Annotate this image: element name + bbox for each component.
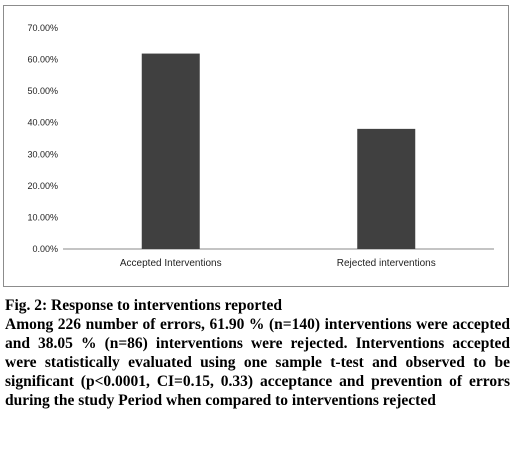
y-tick-label: 40.00%: [27, 118, 58, 128]
y-tick-label: 30.00%: [27, 149, 58, 159]
caption-title: Fig. 2: Response to interventions report…: [5, 297, 282, 314]
y-tick-label: 60.00%: [27, 55, 58, 65]
y-tick-label: 10.00%: [27, 212, 58, 222]
bar-chart: 0.00% 10.00% 20.00% 30.00% 40.00% 50.00% 60.00…: [27, 23, 494, 269]
figure-caption: Fig. 2: Response to interventions report…: [5, 296, 510, 410]
y-tick-label: 20.00%: [27, 181, 58, 191]
y-tick-label: 50.00%: [27, 86, 58, 96]
x-category-label: Rejected interventions: [337, 258, 436, 269]
x-category-label: Accepted Interventions: [120, 258, 222, 269]
bar: [357, 128, 416, 249]
chart-frame: 0.00% 10.00% 20.00% 30.00% 40.00% 50.00% 60.00…: [3, 5, 509, 287]
bar: [141, 53, 200, 249]
y-tick-label: 0.00%: [32, 244, 58, 254]
caption-body: Among 226 number of errors, 61.90 % (n=1…: [5, 316, 510, 409]
y-tick-label: 70.00%: [27, 23, 58, 33]
